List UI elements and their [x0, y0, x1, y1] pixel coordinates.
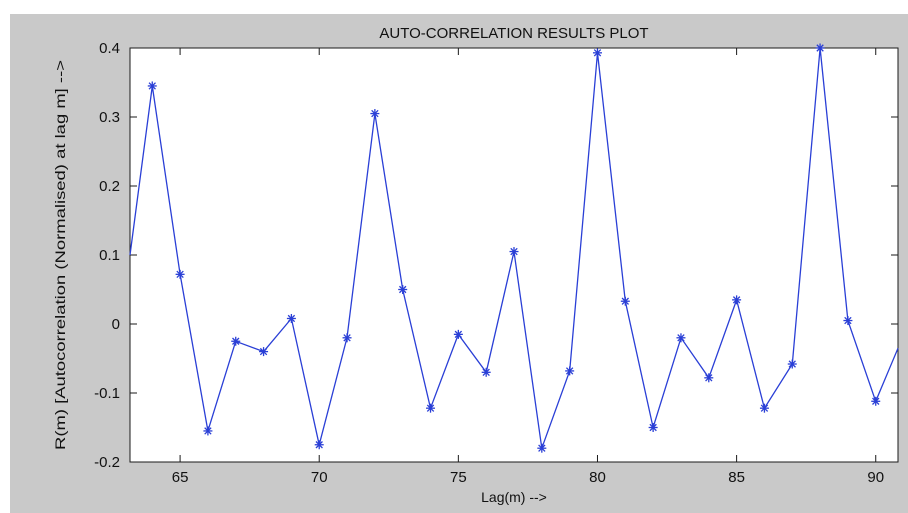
x-tick-labels: 65 70 75 80 85 90 [172, 469, 884, 486]
tick-marks [130, 47, 898, 463]
data-point-marker [704, 373, 714, 383]
y-tick-label: 0.1 [99, 247, 120, 264]
data-point-marker [648, 423, 658, 432]
x-tick-label: 70 [311, 469, 328, 486]
y-tick-label: 0 [112, 316, 120, 333]
data-point-marker [565, 366, 575, 376]
y-axis-label: R(m) [Autocorrelation (Normalised) at la… [52, 60, 68, 450]
chart-title: AUTO-CORRELATION RESULTS PLOT [379, 25, 648, 42]
chart-figure: -0.2 -0.1 0 0.1 0.2 0.3 0.4 65 70 75 80 85 90 AUTO-… [10, 14, 908, 513]
data-point-marker [203, 426, 213, 436]
x-tick-label: 75 [450, 469, 467, 486]
y-tick-label: -0.2 [94, 454, 120, 471]
data-point-marker [259, 347, 269, 357]
y-tick-labels: -0.2 -0.1 0 0.1 0.2 0.3 0.4 [94, 40, 120, 471]
data-point-marker [398, 285, 408, 294]
x-tick-label: 90 [867, 469, 884, 486]
data-point-marker [286, 313, 296, 323]
data-point-marker [453, 329, 463, 339]
data-point-marker [481, 367, 491, 377]
chart-svg: -0.2 -0.1 0 0.1 0.2 0.3 0.4 65 70 75 80 85 90 AUTO-… [52, 25, 899, 505]
y-tick-label: -0.1 [94, 385, 120, 402]
data-point-marker [537, 443, 547, 453]
y-tick-label: 0.3 [99, 109, 120, 126]
data-point-marker [871, 396, 881, 406]
data-point-marker [231, 336, 241, 346]
data-point-marker [509, 247, 519, 257]
x-tick-label: 80 [589, 469, 606, 486]
data-markers [147, 43, 881, 453]
x-tick-label: 65 [172, 469, 189, 486]
data-point-marker [620, 296, 630, 306]
data-point-marker [426, 403, 436, 413]
data-point-marker [342, 333, 352, 343]
data-point-marker [787, 359, 797, 369]
data-point-marker [592, 48, 602, 58]
data-point-marker [843, 316, 853, 326]
y-tick-label: 0.4 [99, 40, 120, 57]
data-point-marker [175, 269, 185, 279]
data-point-marker [676, 333, 686, 343]
data-point-marker [370, 109, 380, 119]
y-tick-label: 0.2 [99, 178, 120, 195]
data-point-marker [314, 440, 324, 450]
x-axis-label: Lag(m) --> [481, 489, 547, 505]
data-point-marker [759, 403, 769, 413]
data-point-marker [732, 295, 742, 305]
x-tick-label: 85 [728, 469, 745, 486]
data-point-marker [147, 81, 157, 91]
data-point-marker [815, 43, 825, 53]
